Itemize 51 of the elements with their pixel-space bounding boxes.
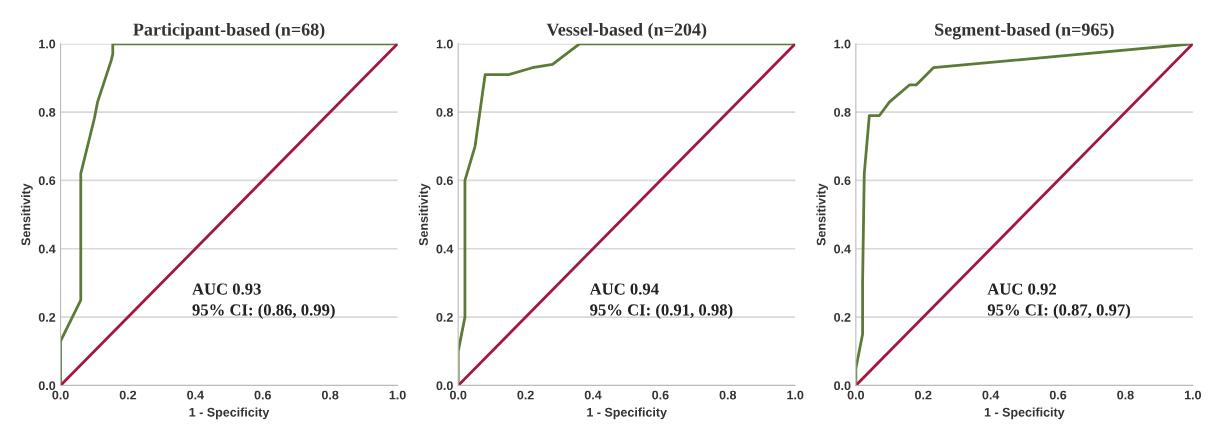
x-tick-label: 0.2: [915, 390, 932, 400]
y-tick-label: 0.0: [38, 381, 56, 391]
x-tick-label: 0.8: [719, 390, 737, 400]
x-tick-label: 0.6: [652, 390, 669, 400]
line-series: [60, 43, 398, 386]
y-axis-title: Sensitivity: [816, 183, 829, 246]
x-tick-label: 1.0: [389, 390, 406, 400]
x-tick-label: 1.0: [787, 390, 804, 400]
y-tick-label: 0.2: [38, 312, 56, 322]
x-tick-label: 0.0: [450, 390, 467, 400]
x-axis-title: 1 - Specificity: [587, 407, 667, 420]
x-tick-label: 0.8: [321, 390, 339, 400]
chart-title: Segment-based (n=965): [935, 22, 1114, 40]
chart-title: Vessel-based (n=204): [546, 22, 707, 40]
y-axis-title: Sensitivity: [21, 183, 33, 246]
y-tick-label: 0.8: [38, 107, 56, 117]
annotation: AUC 0.92 95% CI: (0.87, 0.97): [987, 283, 1131, 319]
y-tick-label: 0.6: [834, 176, 851, 186]
x-tick-label: 0.2: [517, 390, 534, 400]
y-tick-label: 0.6: [436, 176, 453, 186]
y-tick-label: 0.6: [38, 176, 56, 186]
x-tick-label: 0.0: [847, 390, 865, 400]
x-tick-label: 0.4: [584, 390, 602, 400]
y-tick-label: 0.8: [436, 107, 453, 117]
y-tick-label: 1.0: [39, 39, 56, 49]
y-tick-label: 1.0: [436, 39, 453, 49]
x-axis-title: 1 - Specificity: [984, 407, 1065, 420]
x-axis-title: 1 - Specificity: [189, 407, 270, 420]
x-tick-label: 0.6: [1049, 390, 1067, 400]
x-tick-label: 0.8: [1117, 390, 1134, 400]
annotation: AUC 0.93 95% CI: (0.86, 0.99): [192, 283, 335, 319]
x-tick-label: 0.4: [982, 390, 1000, 400]
annotation: AUC 0.94 95% CI: (0.91, 0.98): [589, 283, 733, 319]
line-series: [855, 43, 1193, 386]
y-tick-label: 0.4: [834, 244, 851, 254]
x-tick-label: 0.0: [52, 390, 69, 400]
y-tick-label: 0.8: [834, 107, 851, 117]
y-tick-label: 0.0: [436, 381, 453, 391]
y-tick-label: 0.2: [436, 312, 453, 322]
chart-title: Participant-based (n=68): [133, 22, 325, 40]
y-axis-title: Sensitivity: [418, 183, 431, 246]
y-tick-label: 0.4: [38, 244, 56, 254]
line-series: [458, 43, 796, 386]
y-tick-label: 0.4: [436, 244, 454, 254]
x-tick-label: 1.0: [1184, 390, 1202, 400]
y-tick-label: 0.0: [834, 381, 851, 391]
x-tick-label: 0.4: [187, 390, 204, 400]
y-tick-label: 0.2: [834, 312, 851, 322]
y-tick-label: 1.0: [834, 39, 851, 49]
x-tick-label: 0.2: [119, 390, 137, 400]
x-tick-label: 0.6: [254, 390, 271, 400]
